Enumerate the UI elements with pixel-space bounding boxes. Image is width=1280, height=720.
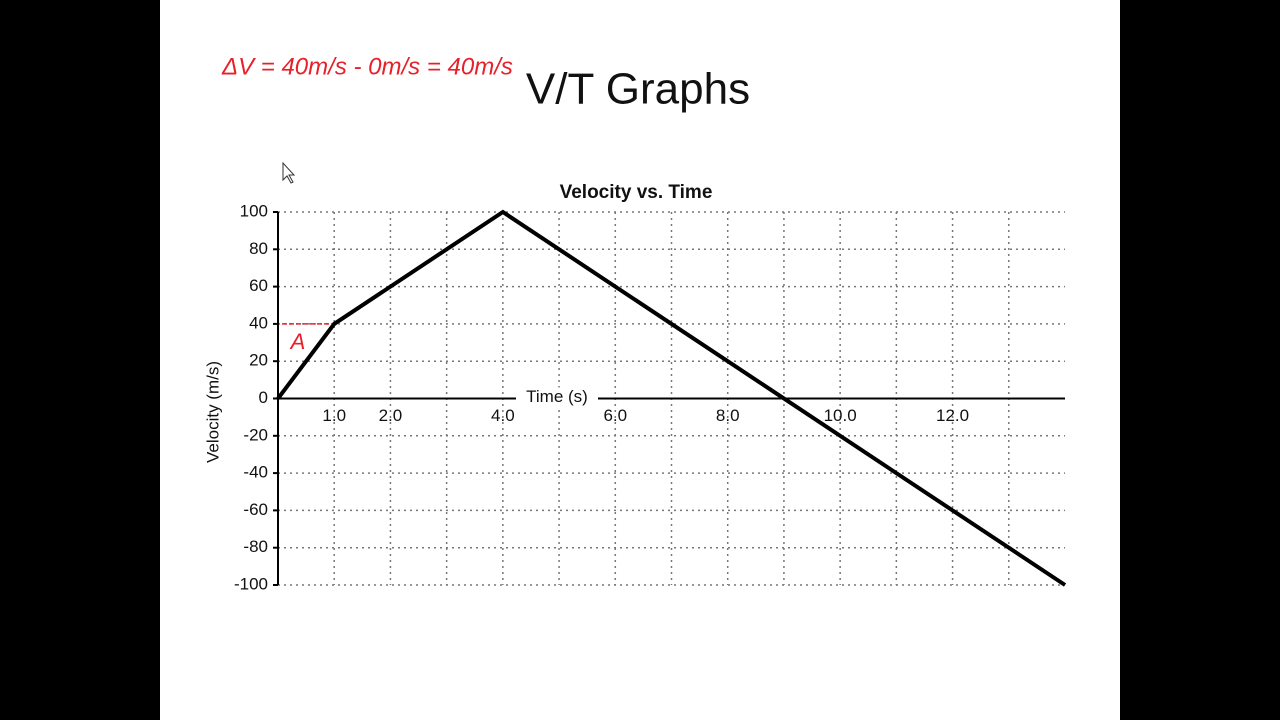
y-tick-label: -40	[243, 463, 268, 482]
x-tick-label: 6.0	[603, 406, 627, 425]
handwritten-note: ΔV = 40m/s - 0m/s = 40m/s	[221, 53, 513, 80]
y-tick-label: 40	[249, 313, 268, 332]
chart-title: Velocity vs. Time	[560, 182, 713, 203]
y-tick-label: -20	[243, 425, 268, 444]
y-tick-label: 100	[240, 201, 268, 220]
slide-title: V/T Graphs	[526, 65, 750, 114]
x-tick-label: 2.0	[379, 406, 403, 425]
annotation: A	[289, 329, 306, 354]
x-tick-label: 12.0	[936, 406, 969, 425]
x-tick-label: 1.0	[322, 406, 346, 425]
x-label-bg	[516, 387, 598, 408]
y-tick-label: 0	[259, 388, 268, 407]
x-tick-label: 8.0	[716, 406, 740, 425]
x-tick-label: 10.0	[824, 406, 857, 425]
y-axis-label: Velocity (m/s)	[203, 361, 222, 463]
slide	[160, 0, 1120, 720]
y-tick-label: -100	[234, 574, 268, 593]
y-tick-label: -60	[243, 500, 268, 519]
y-tick-label: 60	[249, 276, 268, 295]
x-tick-label: 4.0	[491, 406, 515, 425]
data-line	[276, 209, 1067, 587]
y-tick-label: 80	[249, 239, 268, 258]
x-axis-label: Time (s)	[526, 387, 588, 406]
mouse-cursor	[282, 161, 296, 184]
y-tick-label: 20	[249, 351, 268, 370]
y-tick-label: -80	[243, 537, 268, 556]
